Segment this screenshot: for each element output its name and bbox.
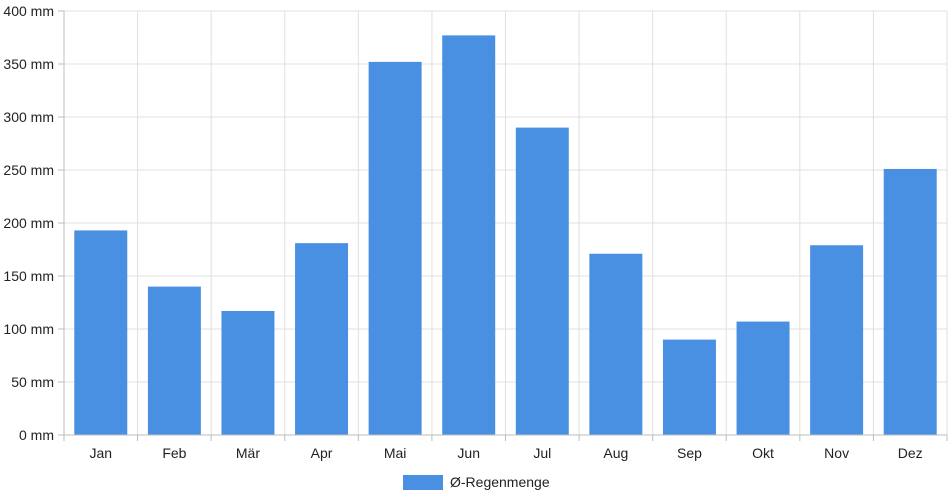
bar-dez[interactable] [883, 168, 937, 435]
chart-legend[interactable]: Ø-Regenmenge [403, 474, 550, 490]
x-tick-label: Aug [603, 445, 628, 461]
y-tick-label: 150 mm [3, 268, 54, 284]
bar-jul[interactable] [515, 127, 569, 435]
x-tick-label: Dez [898, 445, 923, 461]
bar-aug[interactable] [589, 253, 643, 435]
y-tick-label: 100 mm [3, 321, 54, 337]
x-tick-label: Sep [677, 445, 702, 461]
chart-bars [74, 35, 937, 435]
bar-feb[interactable] [147, 286, 201, 435]
x-tick-label: Okt [752, 445, 774, 461]
y-tick-label: 200 mm [3, 215, 54, 231]
bar-jun[interactable] [442, 35, 496, 435]
bar-mai[interactable] [368, 61, 422, 435]
x-tick-label: Mär [236, 445, 260, 461]
bar-nov[interactable] [810, 245, 864, 435]
x-tick-label: Jun [457, 445, 480, 461]
legend-label: Ø-Regenmenge [450, 474, 550, 490]
chart-axes [58, 10, 948, 441]
y-tick-label: 250 mm [3, 162, 54, 178]
y-tick-label: 300 mm [3, 109, 54, 125]
x-tick-label: Mai [384, 445, 407, 461]
y-tick-label: 0 mm [19, 427, 54, 443]
bar-jan[interactable] [74, 230, 128, 435]
x-tick-label: Jan [90, 445, 113, 461]
y-axis-tick-labels: 0 mm 50 mm 100 mm 150 mm 200 mm 250 mm 300 mm 3… [3, 3, 54, 443]
bar-mär[interactable] [221, 310, 275, 435]
x-tick-label: Jul [533, 445, 551, 461]
x-axis-tick-labels: Jan Feb Mär Apr Mai Jun Jul Aug Sep Okt Nov Dez [90, 445, 923, 461]
y-tick-label: 350 mm [3, 56, 54, 72]
bar-okt[interactable] [736, 321, 790, 435]
bar-apr[interactable] [295, 243, 349, 435]
bar-sep[interactable] [662, 339, 716, 435]
chart-grid [63, 10, 948, 436]
x-tick-label: Feb [162, 445, 186, 461]
y-tick-label: 50 mm [11, 374, 54, 390]
x-tick-label: Nov [824, 445, 849, 461]
y-tick-label: 400 mm [3, 3, 54, 19]
legend-swatch [403, 475, 443, 490]
x-tick-label: Apr [311, 445, 333, 461]
